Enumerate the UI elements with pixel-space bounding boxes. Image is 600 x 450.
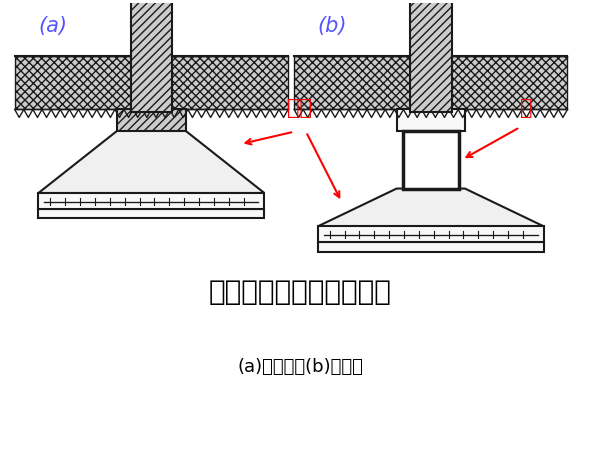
Text: 底板: 底板 — [287, 99, 313, 118]
Polygon shape — [318, 189, 544, 226]
Polygon shape — [38, 131, 265, 193]
Bar — [397, 109, 465, 131]
Bar — [117, 109, 185, 131]
Text: (a)无肋的；(b)有肋的: (a)无肋的；(b)有肋的 — [237, 358, 363, 376]
Bar — [14, 56, 288, 109]
Text: (b): (b) — [318, 16, 347, 36]
Bar — [410, 0, 452, 112]
Text: (a): (a) — [38, 16, 67, 36]
Bar — [131, 0, 172, 112]
Text: 肋: 肋 — [520, 99, 532, 118]
Bar — [294, 56, 568, 109]
Text: 墙下钢筋混凝土条形基础: 墙下钢筋混凝土条形基础 — [209, 278, 391, 306]
Bar — [318, 226, 544, 242]
Bar — [318, 242, 544, 252]
Bar — [38, 193, 265, 208]
Bar — [38, 208, 265, 218]
Bar — [403, 131, 459, 189]
